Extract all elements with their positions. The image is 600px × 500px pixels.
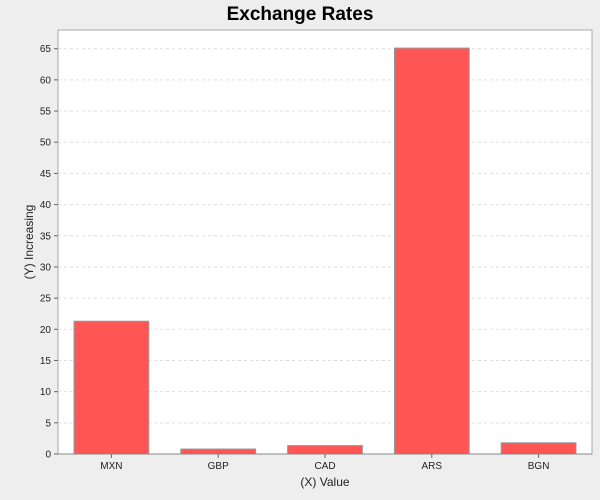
bar-mxn <box>73 320 150 455</box>
y-tick-label: 35 <box>40 231 52 242</box>
x-tick-label: ARS <box>422 461 443 472</box>
y-tick-label: 60 <box>40 75 52 86</box>
x-tick-label: CAD <box>314 461 335 472</box>
x-axis-label: (X) Value <box>300 475 349 489</box>
y-tick-label: 65 <box>40 44 52 55</box>
bar-gbp <box>180 448 257 455</box>
y-tick-label: 45 <box>40 169 52 180</box>
y-ticks: 0 5 10 15 20 25 30 35 40 45 50 55 60 65 <box>40 44 58 461</box>
chart-title: Exchange Rates <box>227 4 374 25</box>
gridlines <box>58 48 592 424</box>
y-tick-label: 25 <box>40 294 52 305</box>
y-axis-label: (Y) Increasing <box>22 205 36 280</box>
y-tick-label: 0 <box>45 450 51 461</box>
y-tick-label: 15 <box>40 356 52 367</box>
y-tick-label: 20 <box>40 325 52 336</box>
bars <box>73 47 577 455</box>
x-tick-label: BGN <box>528 461 550 472</box>
bar-bgn <box>500 442 577 455</box>
y-tick-label: 5 <box>45 418 51 429</box>
y-tick-label: 50 <box>40 138 52 149</box>
y-tick-label: 40 <box>40 200 52 211</box>
y-tick-label: 30 <box>40 262 52 273</box>
y-tick-label: 10 <box>40 387 52 398</box>
bar-ars <box>393 47 470 455</box>
x-tick-label: MXN <box>100 461 122 472</box>
x-tick-label: GBP <box>208 461 229 472</box>
y-tick-label: 55 <box>40 107 52 118</box>
bar-cad <box>287 445 363 455</box>
x-ticks: MXN GBP CAD ARS BGN <box>100 454 549 472</box>
